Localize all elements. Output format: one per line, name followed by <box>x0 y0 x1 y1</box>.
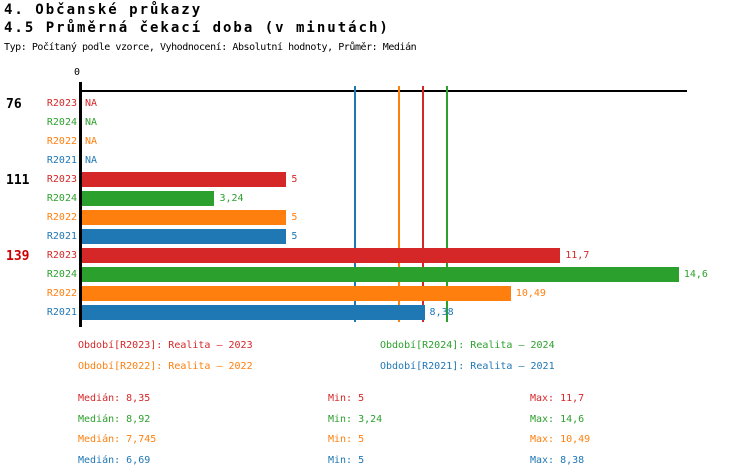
group-label: 139 <box>6 249 30 264</box>
series-label: R2021 <box>46 231 77 242</box>
series-label: R2024 <box>46 193 77 204</box>
value-label: 3,24 <box>219 193 244 204</box>
value-label: NA <box>85 136 98 147</box>
bar-row: R2021 NA <box>0 151 750 170</box>
stat-median-r2024: Medián: 8,92 <box>78 413 151 425</box>
bar-row: R2021 5 <box>0 227 750 246</box>
bar-row: R2022 5 <box>0 208 750 227</box>
stat-min-r2022: Min: 5 <box>328 434 365 445</box>
stat-min-r2021: Min: 5 <box>328 454 365 466</box>
median-line-r2023 <box>422 86 425 322</box>
bar-row: 139 R2023 11,7 <box>0 246 750 265</box>
stat-max-r2024: Max: 14,6 <box>530 413 585 425</box>
series-label: R2023 <box>46 250 77 261</box>
legend-item-r2021: Období[R2021]: Realita – 2021 <box>380 361 555 372</box>
bar-row: R2021 8,38 <box>0 303 750 322</box>
value-label: 5 <box>291 212 298 223</box>
value-label: NA <box>85 155 98 166</box>
bar-row: R2022 10,49 <box>0 284 750 303</box>
stat-min-r2024: Min: 3,24 <box>328 413 383 425</box>
bar <box>82 286 511 301</box>
median-line-r2022 <box>397 86 400 322</box>
legend-item-r2023: Období[R2023]: Realita – 2023 <box>78 340 253 351</box>
x-axis-line <box>80 90 687 92</box>
legend-item-r2022: Období[R2022]: Realita – 2022 <box>78 361 253 372</box>
series-label: R2022 <box>46 136 77 147</box>
bar-row: R2024 NA <box>0 113 750 132</box>
chart-title: 4.5 Průměrná čekací doba (v minutách) <box>4 20 390 36</box>
value-label: 5 <box>291 174 298 185</box>
series-label: R2024 <box>46 117 77 128</box>
series-label: R2023 <box>46 98 77 109</box>
median-line-r2024 <box>445 86 448 322</box>
bar <box>82 267 679 282</box>
value-label: NA <box>85 117 98 128</box>
axis-zero-label: 0 <box>74 67 81 78</box>
page-title: 4. Občanské průkazy <box>4 2 203 18</box>
stat-max-r2023: Max: 11,7 <box>530 393 585 404</box>
bar-row: R2022 NA <box>0 132 750 151</box>
value-label: 11,7 <box>565 250 590 261</box>
bar-row: 111 R2023 5 <box>0 170 750 189</box>
stat-median-r2023: Medián: 8,35 <box>78 393 151 404</box>
stat-median-r2022: Medián: 7,745 <box>78 434 157 445</box>
bar <box>82 248 561 263</box>
zero-axis-line <box>79 82 82 327</box>
chart-meta-line: Typ: Počítaný podle vzorce, Vyhodnocení:… <box>4 42 417 53</box>
bar-row: R2024 14,6 <box>0 265 750 284</box>
median-line-r2021 <box>354 86 357 322</box>
value-label: NA <box>85 98 98 109</box>
series-label: R2021 <box>46 307 77 318</box>
bar <box>82 210 287 225</box>
value-label: 10,49 <box>515 288 546 299</box>
bar <box>82 172 287 187</box>
bar-rows-layer: 76 R2023 NA R2024 NA R2022 NA R2021 NA 111 R2023 5 R… <box>0 94 750 322</box>
group-label: 76 <box>6 97 22 112</box>
series-label: R2022 <box>46 288 77 299</box>
bar <box>82 305 425 320</box>
stat-median-r2021: Medián: 6,69 <box>78 454 151 466</box>
bar-row: R2024 3,24 <box>0 189 750 208</box>
stat-max-r2022: Max: 10,49 <box>530 434 591 445</box>
series-label: R2022 <box>46 212 77 223</box>
bar <box>82 191 215 206</box>
value-label: 8,38 <box>429 307 454 318</box>
series-label: R2021 <box>46 155 77 166</box>
stat-min-r2023: Min: 5 <box>328 393 365 404</box>
group-label: 111 <box>6 173 30 188</box>
series-label: R2023 <box>46 174 77 185</box>
legend-item-r2024: Období[R2024]: Realita – 2024 <box>380 340 555 351</box>
bar <box>82 229 287 244</box>
bar-row: 76 R2023 NA <box>0 94 750 113</box>
value-label: 5 <box>291 231 298 242</box>
value-label: 14,6 <box>683 269 708 280</box>
stat-max-r2021: Max: 8,38 <box>530 454 585 466</box>
series-label: R2024 <box>46 269 77 280</box>
